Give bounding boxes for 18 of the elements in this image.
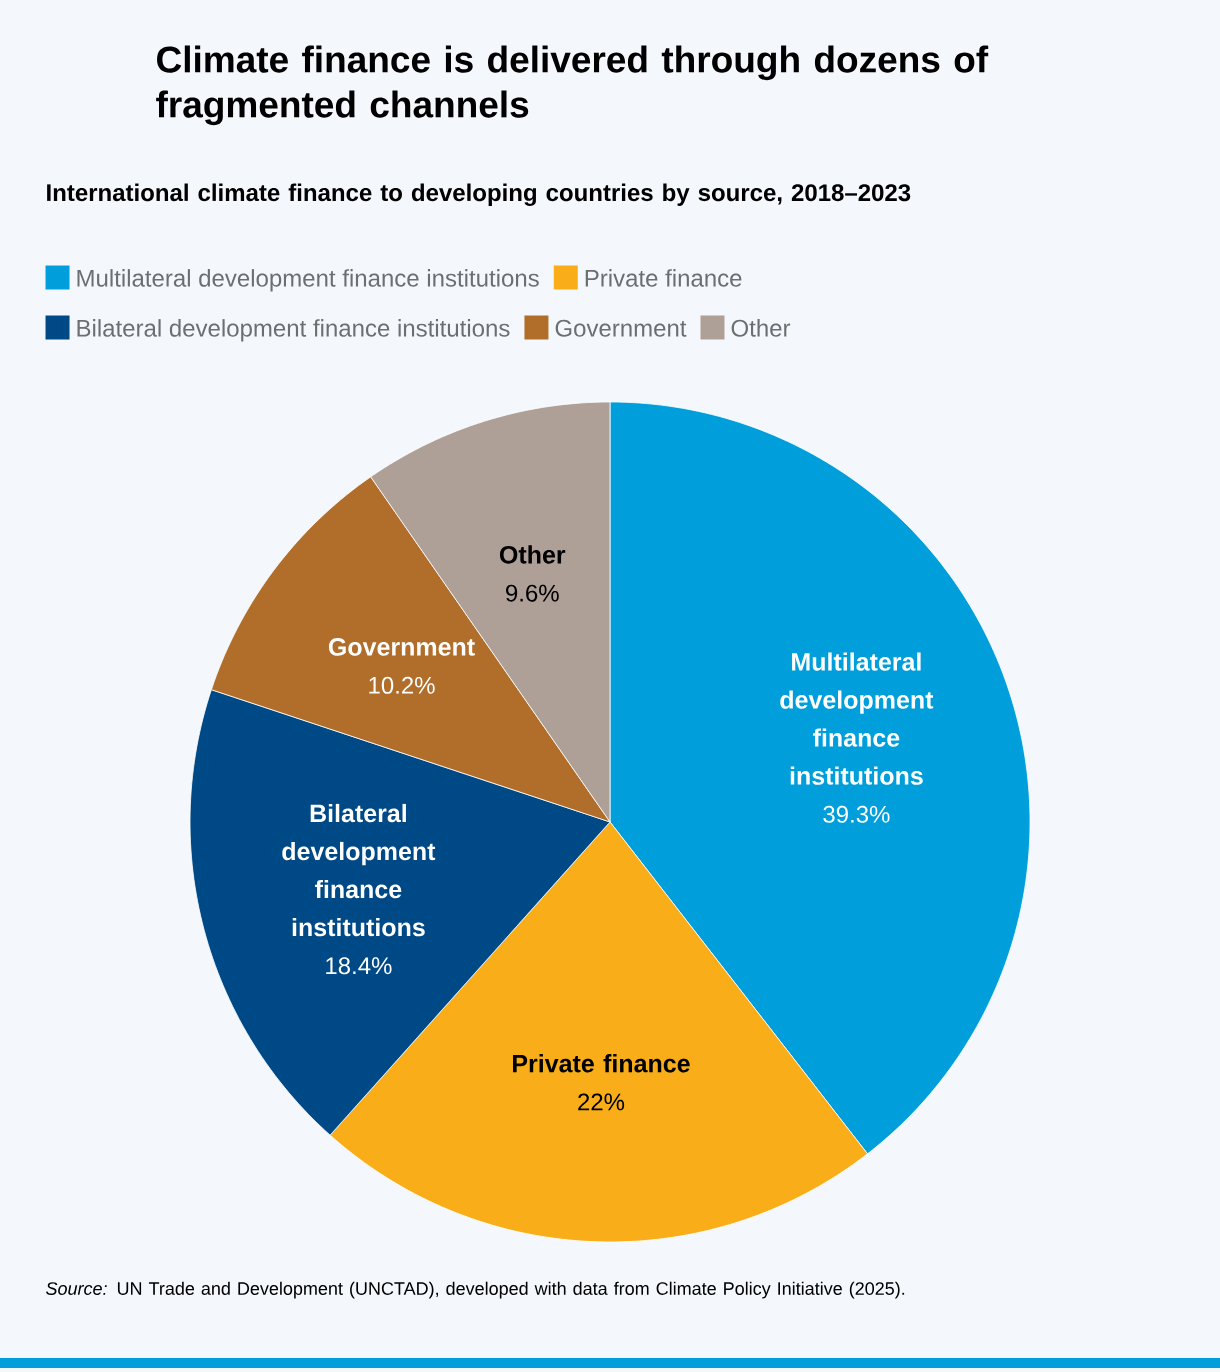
chart-title: Climate finance is delivered through dozens of fragmented channels [156, 45, 989, 126]
data-label: 39.3% [823, 805, 890, 823]
legend-label: Government [555, 319, 687, 337]
data-label: 9.6% [506, 584, 559, 602]
slice-label: Private finance [513, 1054, 690, 1073]
legend-label: Other [731, 319, 791, 337]
slice-label: Other [499, 545, 566, 564]
slice-label: Government [328, 638, 475, 656]
chart-subtitle: International climate finance to developing countries by source, 2018–2023 [47, 183, 911, 206]
legend-label: Multilateral development finance institutions [77, 269, 539, 292]
data-label: 18.4% [326, 957, 392, 975]
text: Source: UN Trade and Development (UNCTAD), developed with data from Climate Policy Initiative (2025). [46, 1281, 905, 1299]
slice-label: Multilateral development finance institutions [780, 652, 934, 785]
data-label: 22% [578, 1093, 625, 1111]
slice-label: Bilateral development finance institutions [282, 803, 436, 937]
legend-label: Private finance [585, 269, 742, 287]
legend-label: Bilateral development finance institutions [77, 319, 510, 342]
data-label: 10.2% [369, 676, 435, 694]
